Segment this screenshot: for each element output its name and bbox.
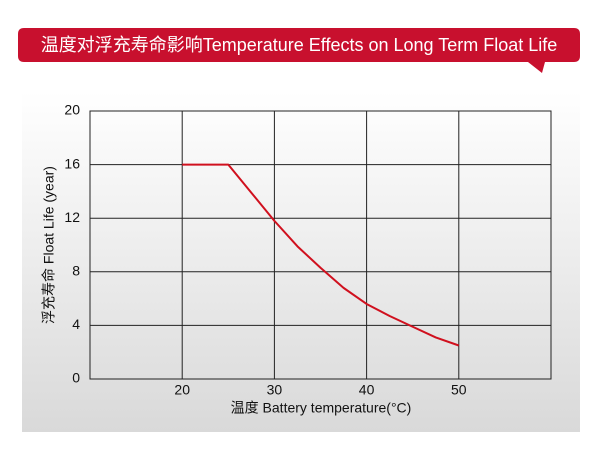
y-tick-label: 20	[64, 102, 80, 118]
y-tick-label: 16	[64, 155, 80, 171]
x-tick-label: 30	[267, 382, 283, 398]
chart-title: 温度对浮充寿命影响Temperature Effects on Long Ter…	[41, 35, 558, 55]
chart-background	[22, 92, 580, 432]
title-banner	[18, 28, 580, 73]
y-tick-label: 8	[72, 263, 80, 279]
x-tick-label: 20	[174, 382, 190, 398]
y-tick-label: 0	[72, 370, 80, 386]
data-line	[182, 163, 460, 347]
y-tick-label: 12	[64, 209, 80, 225]
x-axis-label: 温度 Battery temperature(°C)	[231, 400, 412, 416]
x-tick-label: 50	[451, 382, 467, 398]
y-tick-label: 4	[72, 316, 80, 332]
y-axis-label: 浮充寿命 Float Life (year)	[41, 166, 57, 324]
x-tick-label: 40	[359, 382, 375, 398]
